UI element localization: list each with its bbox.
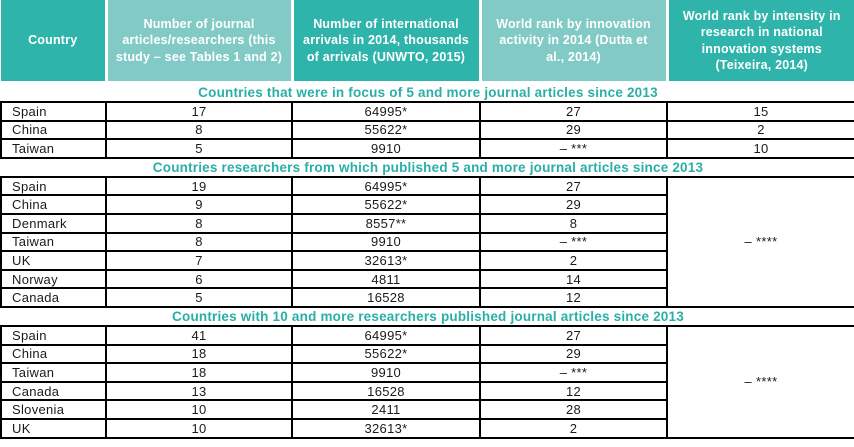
country-cell: Slovenia <box>0 399 107 420</box>
value-cell: 14 <box>479 268 668 290</box>
value-cell: 29 <box>479 194 668 215</box>
value-cell: 8 <box>105 119 293 141</box>
value-cell: 55622* <box>291 343 481 365</box>
section-header-row: Countries researchers from which publish… <box>1 156 854 178</box>
value-cell: 5 <box>105 287 293 308</box>
value-cell: 17 <box>105 101 293 122</box>
value-cell: 8557** <box>291 212 481 234</box>
value-cell: 2 <box>479 250 668 271</box>
value-cell: 41 <box>105 324 293 346</box>
column-header-country: Country <box>1 0 108 84</box>
country-cell: UK <box>0 250 107 271</box>
section-header-row: Countries with 10 and more researchers p… <box>1 305 854 327</box>
value-cell: 2 <box>666 119 854 141</box>
country-cell: China <box>0 194 107 215</box>
value-cell: 8 <box>105 212 293 234</box>
country-cell: Taiwan <box>0 138 107 159</box>
value-cell: 12 <box>479 380 668 402</box>
value-cell: 64995* <box>291 101 481 122</box>
value-cell: 8 <box>479 212 668 234</box>
table-row: UK 10 32613* 2 <box>0 417 854 439</box>
value-cell: 12 <box>479 287 668 308</box>
column-header-international-arrivals: Number of international arrivals in 2014… <box>290 0 482 84</box>
value-cell: 27 <box>479 324 668 346</box>
value-cell: 2411 <box>291 399 481 420</box>
country-cell: Canada <box>0 287 107 308</box>
value-cell: 28 <box>479 399 668 420</box>
value-cell: 9910 <box>291 231 481 253</box>
merged-value-cell: – **** <box>666 175 854 308</box>
value-cell: 6 <box>105 268 293 290</box>
value-cell: 8 <box>105 231 293 253</box>
value-cell: 9 <box>105 194 293 215</box>
value-cell: 9910 <box>291 362 481 383</box>
table-row: Spain 41 64995* 27– **** <box>0 324 854 439</box>
column-header-innovation-rank: World rank by innovation activity in 201… <box>478 0 669 84</box>
section-title: Countries with 10 and more researchers p… <box>1 305 854 327</box>
country-cell: UK <box>0 417 107 439</box>
value-cell: 4811 <box>291 268 481 290</box>
value-cell: – *** <box>479 362 668 383</box>
country-cell: Denmark <box>0 212 107 234</box>
value-cell: 13 <box>105 380 293 402</box>
value-cell: – *** <box>479 138 668 159</box>
header-row: Country Number of journal articles/resea… <box>1 0 854 84</box>
value-cell: 9910 <box>291 138 481 159</box>
value-cell: 16528 <box>291 287 481 308</box>
value-cell: 7 <box>105 250 293 271</box>
table-row: Slovenia 10 2411 28 <box>0 399 854 420</box>
country-cell: Spain <box>0 101 107 122</box>
table-row: Norway 6 4811 14 <box>0 268 854 290</box>
country-cell: Norway <box>0 268 107 290</box>
value-cell: 64995* <box>291 175 481 197</box>
value-cell: 18 <box>105 362 293 383</box>
table-row: China 18 55622* 29 <box>0 343 854 365</box>
value-cell: 29 <box>479 119 668 141</box>
column-header-journal-articles: Number of journal articles/researchers (… <box>104 0 294 84</box>
value-cell: 5 <box>105 138 293 159</box>
value-cell: 10 <box>105 417 293 439</box>
value-cell: 64995* <box>291 324 481 346</box>
value-cell: 27 <box>479 101 668 122</box>
value-cell: 27 <box>479 175 668 197</box>
section-title: Countries researchers from which publish… <box>1 156 854 178</box>
country-cell: China <box>0 343 107 365</box>
table-row: China 8 55622* 29 2 <box>0 119 854 141</box>
table-row: Canada 5 16528 12 <box>0 287 854 308</box>
country-cell: Spain <box>0 324 107 346</box>
value-cell: 2 <box>479 417 668 439</box>
merged-value-cell: – **** <box>666 324 854 439</box>
value-cell: 19 <box>105 175 293 197</box>
value-cell: 55622* <box>291 194 481 215</box>
value-cell: 18 <box>105 343 293 365</box>
value-cell: 32613* <box>291 250 481 271</box>
section-header-row: Countries that were in focus of 5 and mo… <box>1 81 854 103</box>
table-header: Country Number of journal articles/resea… <box>1 0 854 84</box>
value-cell: – *** <box>479 231 668 253</box>
value-cell: 55622* <box>291 119 481 141</box>
table-row: Taiwan 5 9910– *** 10 <box>0 138 854 159</box>
country-cell: Canada <box>0 380 107 402</box>
country-cell: Spain <box>0 175 107 197</box>
table-row: Spain 17 64995* 27 15 <box>0 101 854 122</box>
country-cell: China <box>0 119 107 141</box>
value-cell: 10 <box>105 399 293 420</box>
value-cell: 10 <box>666 138 854 159</box>
table-row: Canada 13 16528 12 <box>0 380 854 402</box>
table-row: Spain 19 64995* 27– **** <box>0 175 854 308</box>
section-title: Countries that were in focus of 5 and mo… <box>1 81 854 103</box>
value-cell: 15 <box>666 101 854 122</box>
country-cell: Taiwan <box>0 231 107 253</box>
value-cell: 16528 <box>291 380 481 402</box>
country-cell: Taiwan <box>0 362 107 383</box>
value-cell: 29 <box>479 343 668 365</box>
table-row: Taiwan 18 9910– *** <box>0 362 854 383</box>
column-header-research-intensity-rank: World rank by intensity in research in n… <box>665 0 854 84</box>
value-cell: 32613* <box>291 417 481 439</box>
table-body: Countries that were in focus of 5 and mo… <box>0 81 854 439</box>
